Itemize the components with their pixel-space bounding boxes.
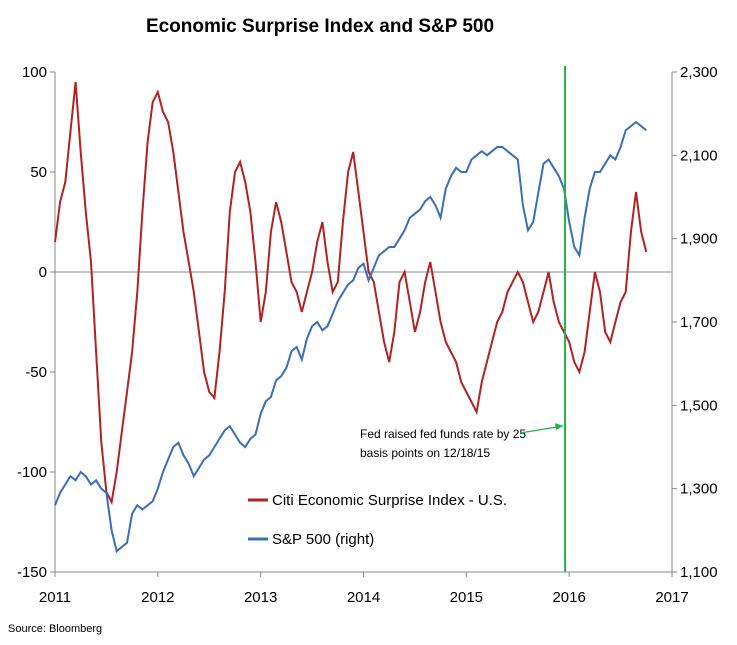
left-tick-label: 100 [22, 64, 47, 81]
right-axis-ticks: 2,300 2,100 1,900 1,700 1,500 1,300 1,100 [672, 64, 718, 581]
left-axis-ticks: 100 50 0 -50 -100 -150 [17, 64, 55, 581]
legend: Citi Economic Surprise Index - U.S. S&P … [248, 492, 507, 548]
x-tick-label: 2011 [39, 589, 71, 606]
x-tick-label: 2017 [655, 589, 688, 606]
x-tick-label: 2015 [450, 589, 483, 606]
legend-label-sp500: S&P 500 (right) [272, 531, 374, 548]
right-tick-label: 2,100 [680, 147, 718, 164]
left-tick-label: -50 [25, 364, 47, 381]
right-tick-label: 1,500 [680, 397, 718, 414]
right-tick-label: 2,300 [680, 64, 718, 81]
annotation-arrowhead [555, 423, 564, 430]
x-tick-label: 2013 [244, 589, 277, 606]
right-tick-label: 1,300 [680, 481, 718, 498]
source-note: Source: Bloomberg [8, 623, 102, 635]
left-tick-label: 0 [39, 264, 47, 281]
legend-label-citi: Citi Economic Surprise Index - U.S. [272, 492, 507, 509]
annotation-text-line-2: basis points on 12/18/15 [360, 446, 490, 460]
right-tick-label: 1,100 [680, 564, 718, 581]
series-line-sp500 [54, 120, 647, 553]
annotation-text-line-1: Fed raised fed funds rate by 25 [360, 427, 526, 441]
right-tick-label: 1,900 [680, 231, 718, 248]
left-tick-label: 50 [30, 164, 47, 181]
x-tick-label: 2012 [141, 589, 174, 606]
left-tick-label: -150 [17, 564, 47, 581]
right-tick-label: 1,700 [680, 314, 718, 331]
x-tick-label: 2014 [347, 589, 380, 606]
chart-title: Economic Surprise Index and S&P 500 [146, 16, 494, 37]
x-tick-label: 2016 [552, 589, 585, 606]
annotation: Fed raised fed funds rate by 25 basis po… [360, 423, 564, 460]
left-tick-label: -100 [17, 464, 47, 481]
x-axis-ticks: 2011 2012 2013 2014 2015 2016 2017 [39, 572, 689, 606]
series-line-citi [54, 81, 648, 506]
